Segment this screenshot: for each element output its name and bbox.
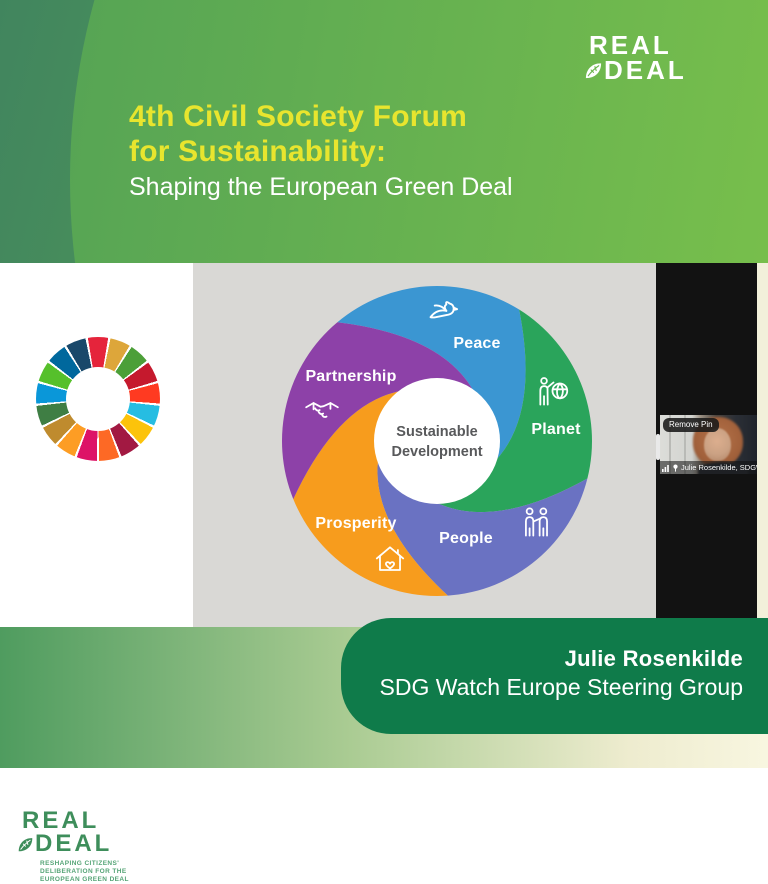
remove-pin-button[interactable]: Remove Pin [663, 418, 719, 432]
pinwheel-center-label: Sustainable Development [391, 424, 483, 460]
participant-name-bar: Julie Rosenkilde, SDGWE [660, 461, 757, 474]
logo-deal-text: DEAL [35, 830, 113, 857]
logo-real-text: REAL [22, 807, 100, 834]
handshake-icon [303, 393, 341, 431]
participant-video-tile[interactable]: Remove Pin Julie Rosenkilde, SDGWE [660, 415, 757, 474]
page-title-line1: 4th Civil Society Forum [129, 100, 467, 133]
logo-tagline: RESHAPING CITIZENS' DELIBERATION FOR THE… [40, 860, 129, 883]
slide-header: 4th Civil Society Forum for Sustainabili… [0, 0, 768, 263]
participant-face [704, 428, 731, 461]
logo-real-text: REAL [589, 30, 672, 60]
segment-label-partnership: Partnership [305, 368, 397, 385]
page-title-line2: for Sustainability: [129, 135, 387, 168]
speaker-affiliation: SDG Watch Europe Steering Group [379, 674, 744, 700]
logo-deal-text: DEAL [604, 55, 687, 85]
speaker-name: Julie Rosenkilde [564, 646, 743, 671]
signal-bars-icon [662, 464, 669, 472]
slide-content-area: REAL DEAL RESHAPING CITIZENS' DELIBERATI… [0, 263, 768, 883]
segment-label-peace: Peace [453, 335, 501, 352]
segment-prosperity [293, 389, 448, 596]
slide-title-block: 4th Civil Society Forum for Sustainabili… [129, 99, 513, 203]
left-white-panel: REAL DEAL RESHAPING CITIZENS' DELIBERATI… [0, 263, 193, 883]
pinwheel-center-circle [374, 378, 500, 504]
leaf-icon [585, 62, 602, 78]
person-globe-icon [534, 374, 572, 412]
sdg-wheel [36, 337, 160, 461]
dove-icon [421, 295, 459, 333]
segment-label-planet: Planet [531, 421, 581, 438]
page-subtitle: Shaping the European Green Deal [129, 173, 513, 201]
participant-name-label: Julie Rosenkilde, SDGWE [681, 463, 757, 472]
segment-label-prosperity: Prosperity [315, 515, 397, 532]
realdeal-logo-white: REAL DEAL [584, 30, 687, 85]
segment-people [377, 450, 588, 596]
pinwheel-diagram-panel: Sustainable Development Peace Planet Peo… [193, 263, 656, 627]
sdg-wheel-center [66, 367, 130, 431]
sustainable-development-pinwheel [282, 286, 592, 596]
segment-peace [337, 286, 526, 468]
header-blob-shape [70, 0, 768, 263]
house-heart-icon [371, 541, 409, 579]
speaker-banner: Julie Rosenkilde SDG Watch Europe Steeri… [341, 618, 768, 734]
video-sidebar: Remove Pin Julie Rosenkilde, SDGWE [656, 263, 757, 627]
panel-drag-handle[interactable] [656, 434, 660, 460]
realdeal-logo-green: REAL DEAL RESHAPING CITIZENS' DELIBERATI… [17, 809, 129, 884]
pin-icon [673, 464, 678, 472]
leaf-icon [18, 837, 33, 851]
two-people-icon [518, 505, 556, 543]
segment-planet [427, 309, 592, 513]
right-cream-strip [757, 263, 768, 627]
segment-label-people: People [439, 530, 493, 547]
segment-partnership [282, 322, 479, 500]
